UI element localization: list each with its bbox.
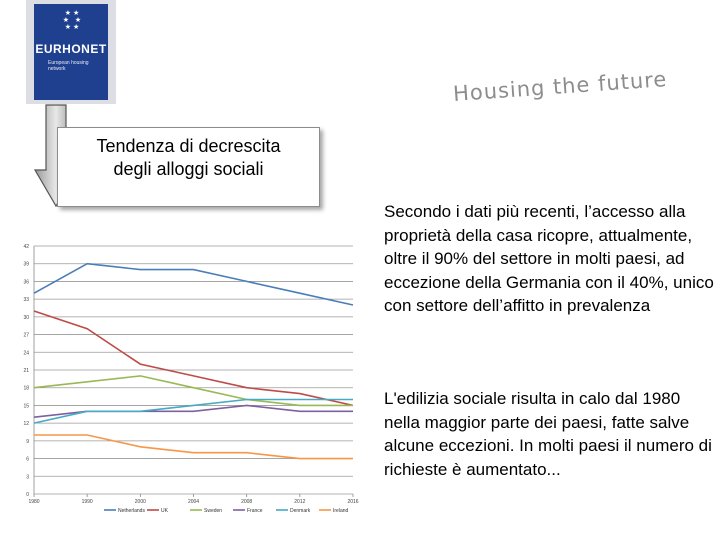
y-tick-label: 12 [23, 421, 29, 427]
logo-text: EURHONET [35, 42, 107, 56]
series-line-denmark [33, 398, 353, 424]
y-tick-label: 3 [26, 474, 29, 480]
trend-title-box: Tendenza di decrescita degli alloggi soc… [57, 127, 320, 207]
eurhonet-logo: ★ ★ ★ ★ ★ ★ EURHONET European housing netw… [34, 4, 108, 100]
series-line-france [33, 404, 353, 418]
legend-label: Sweden [204, 508, 222, 514]
series-line-sweden [33, 375, 353, 407]
paragraph-social-housing: L'edilizia sociale risulta in calo dal 1… [384, 389, 712, 479]
stars-icon: ★ ★ ★ ★ ★ ★ [62, 10, 82, 31]
logo-frame: ★ ★ ★ ★ ★ ★ EURHONET European housing netw… [26, 0, 116, 104]
y-tick-label: 36 [23, 279, 29, 285]
legend-label: Denmark [290, 508, 311, 514]
series-line-netherlands [33, 262, 354, 306]
tagline: Housing the future [452, 67, 669, 106]
x-tick-label: 1980 [28, 499, 39, 505]
y-tick-label: 24 [23, 350, 29, 356]
series-line-ireland [34, 434, 353, 460]
legend-label: UK [161, 508, 169, 514]
y-tick-label: 9 [26, 439, 29, 445]
y-tick-label: 33 [23, 297, 29, 303]
legend-label: France [247, 508, 263, 514]
y-tick-label: 0 [26, 492, 29, 498]
y-tick-label: 15 [23, 403, 29, 409]
x-tick-label: 2016 [347, 499, 358, 505]
legend-label: Ireland [333, 508, 349, 514]
x-tick-label: 2000 [135, 499, 146, 505]
y-tick-label: 21 [23, 368, 29, 374]
trend-title-line-1: Tendenza di decrescita [96, 136, 281, 156]
x-tick-label: 2012 [294, 499, 305, 505]
y-tick-label: 27 [23, 333, 29, 339]
y-tick-label: 39 [23, 262, 29, 268]
trend-title-line-2: degli alloggi sociali [113, 159, 264, 179]
y-tick-label: 30 [23, 315, 29, 321]
y-tick-label: 6 [26, 457, 29, 463]
legend-label: Netherlands [118, 508, 145, 514]
x-tick-label: 2008 [241, 499, 252, 505]
series-line-uk [33, 310, 354, 407]
y-tick-label: 42 [23, 244, 29, 250]
paragraph-ownership: Secondo i dati più recenti, l’accesso al… [384, 202, 714, 316]
x-tick-label: 1990 [82, 499, 93, 505]
x-tick-label: 2004 [188, 499, 199, 505]
y-tick-label: 18 [23, 386, 29, 392]
logo-subtitle: European housing network [48, 60, 89, 72]
